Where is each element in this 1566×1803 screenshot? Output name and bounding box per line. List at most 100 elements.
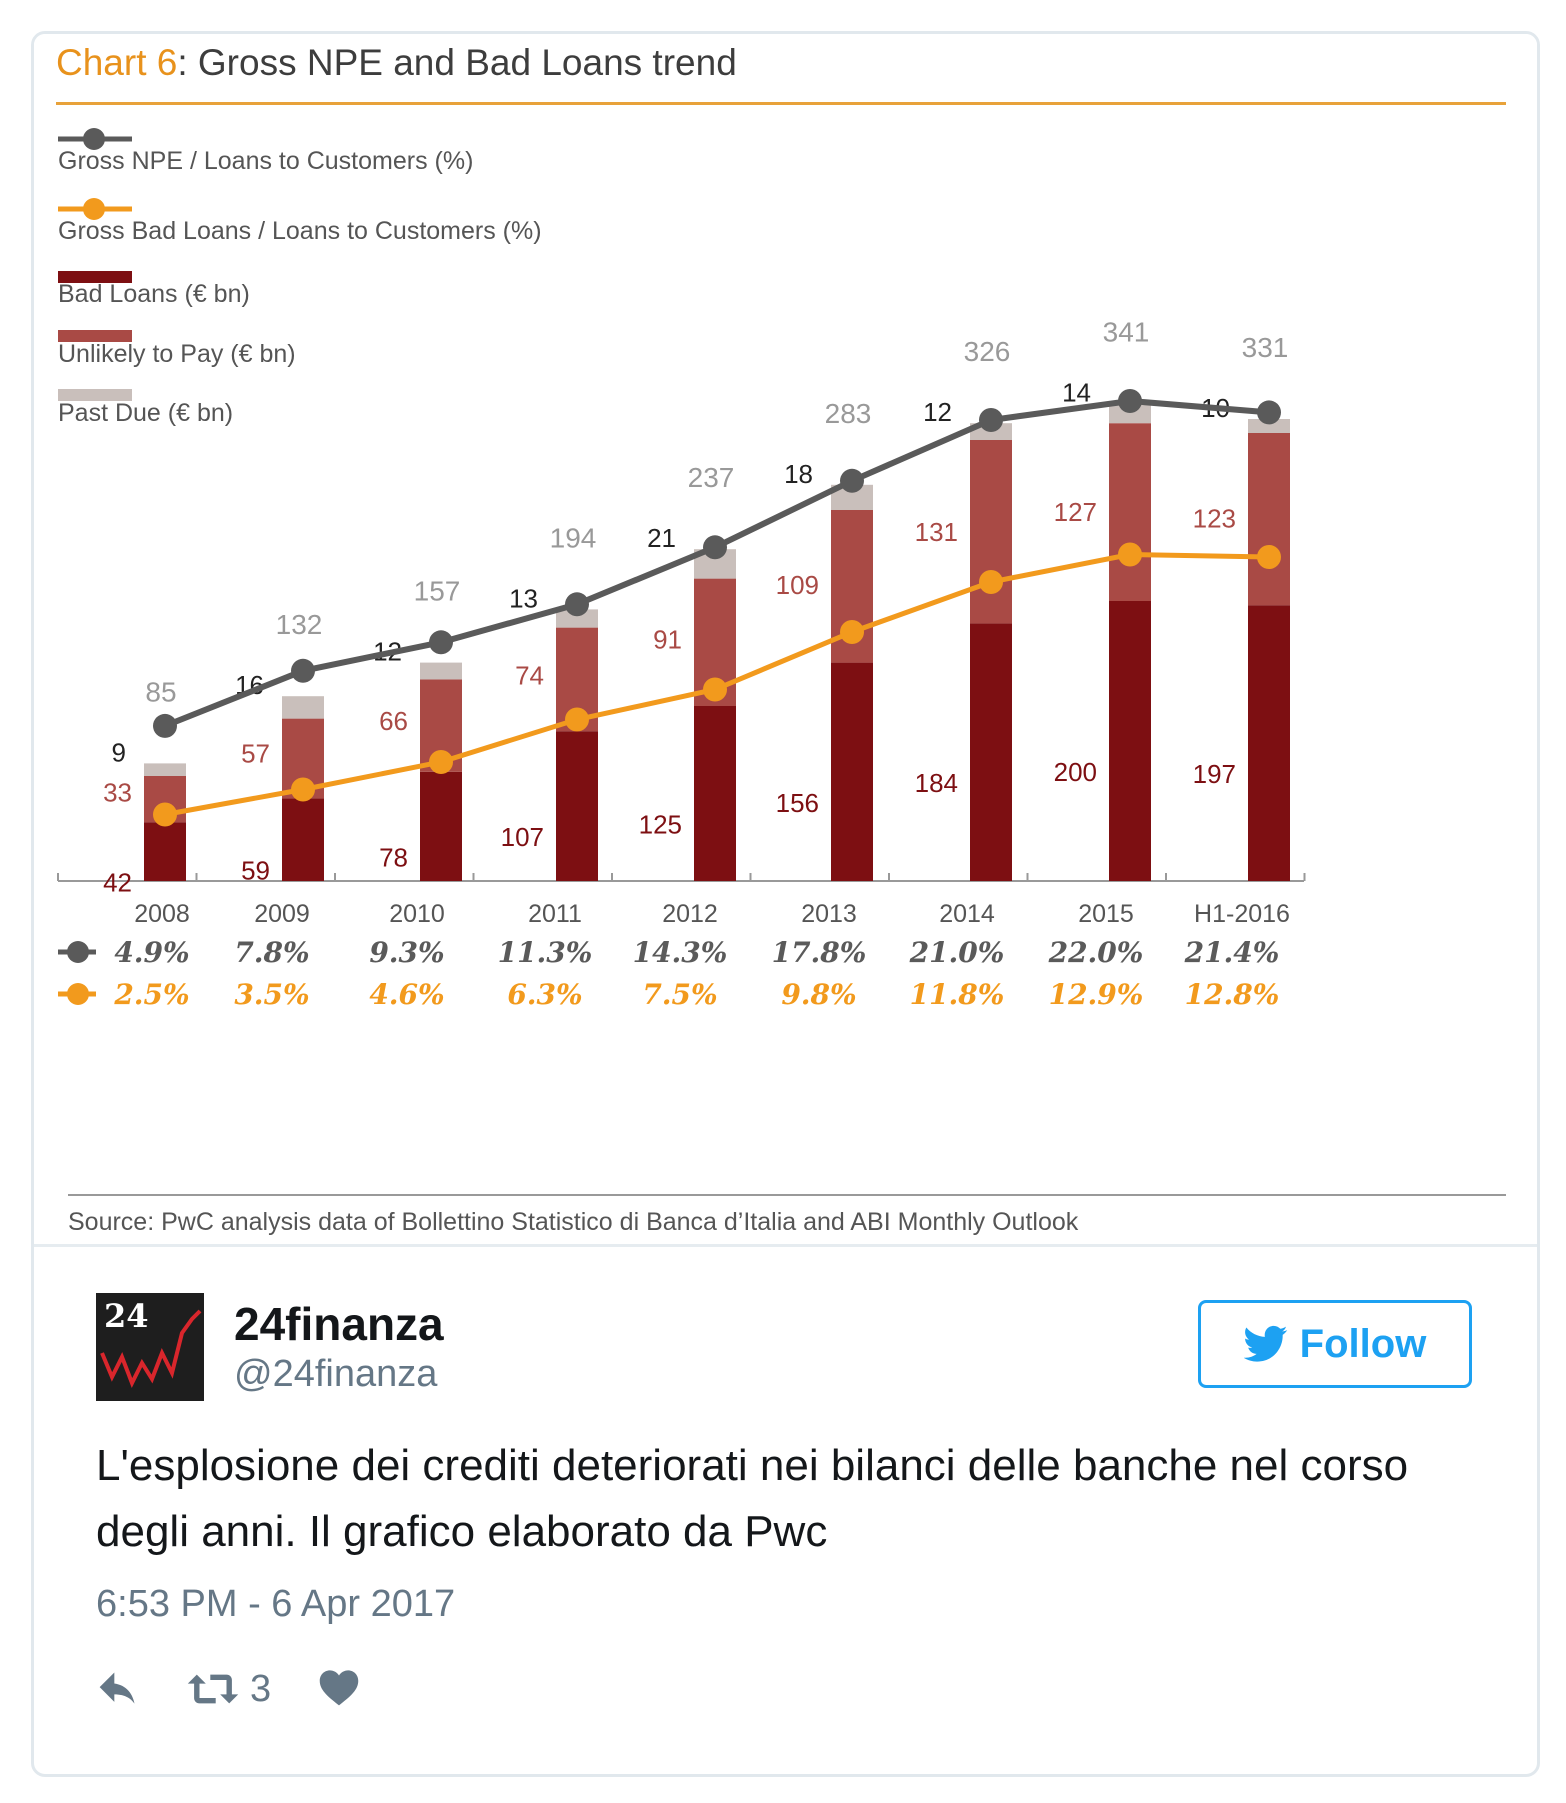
- label-total: 85: [145, 676, 176, 707]
- bar-past-due: [144, 763, 186, 776]
- bad-loans-percent-label: 2.5%: [113, 978, 189, 1011]
- bar-past-due: [282, 696, 324, 719]
- label-bad-loans: 78: [379, 842, 408, 872]
- npe-percent-label: 17.8%: [772, 936, 867, 969]
- bar-unlikely-to-pay: [1248, 433, 1290, 606]
- bad-loans-percent-label: 4.6%: [369, 978, 444, 1011]
- row-marker-bad: [67, 983, 89, 1005]
- chart-canvas: Gross NPE / Loans to Customers (%) Gross …: [57, 128, 1306, 1011]
- tweet-timestamp[interactable]: 6:53 PM - 6 Apr 2017: [96, 1583, 456, 1625]
- label-bad-loans: 197: [1193, 759, 1236, 789]
- bad-loans-percent-label: 12.8%: [1185, 978, 1280, 1011]
- x-tick-label: 2012: [662, 900, 718, 928]
- bar-bad-loans: [282, 798, 324, 881]
- reply-icon: [99, 1672, 135, 1704]
- label-total: 157: [414, 576, 461, 607]
- label-unlikely-to-pay: 57: [241, 738, 270, 768]
- legend-swatch-marker: [83, 198, 105, 220]
- legend-label: Gross Bad Loans / Loans to Customers (%): [58, 217, 542, 245]
- chart-title-prefix: Chart 6: [56, 42, 178, 83]
- x-tick-label: 2013: [801, 900, 857, 928]
- bad-loans-percent-label: 7.5%: [642, 978, 717, 1011]
- label-bad-loans: 156: [776, 788, 819, 818]
- label-total: 326: [964, 336, 1011, 367]
- bar-bad-loans: [144, 822, 186, 881]
- legend-label: Bad Loans (€ bn): [58, 280, 250, 308]
- retweet-count: 3: [250, 1667, 272, 1710]
- like-button[interactable]: [318, 1667, 360, 1707]
- bar-bad-loans: [970, 623, 1012, 881]
- avatar-logo: 24: [96, 1293, 204, 1401]
- bar-bad-loans: [420, 771, 462, 881]
- bad-loans-percent-label: 12.9%: [1049, 978, 1144, 1011]
- point-gross-npe: [153, 713, 177, 738]
- label-past-due: 14: [1062, 378, 1091, 408]
- svg-text:24: 24: [104, 1297, 149, 1335]
- point-gross-bad-loans: [565, 707, 589, 732]
- npe-percent-label: 21.0%: [909, 936, 1005, 969]
- npe-percent-label: 22.0%: [1048, 936, 1144, 969]
- display-name[interactable]: 24finanza: [234, 1298, 444, 1350]
- follow-button[interactable]: Follow: [1198, 1300, 1472, 1388]
- legend-label: Unlikely to Pay (€ bn): [58, 340, 296, 368]
- npe-percent-label: 14.3%: [633, 936, 728, 969]
- chart-title: Chart 6: Gross NPE and Bad Loans trend: [56, 42, 737, 84]
- legend-swatch-bar: [58, 389, 132, 401]
- follow-label: Follow: [1299, 1321, 1427, 1366]
- bar-past-due: [556, 609, 598, 628]
- retweet-button[interactable]: 3: [186, 1667, 271, 1711]
- reply-button[interactable]: [96, 1667, 140, 1711]
- heart-icon: [319, 1670, 359, 1706]
- bar-bad-loans: [556, 731, 598, 881]
- label-unlikely-to-pay: 109: [776, 570, 819, 600]
- chart-image[interactable]: Chart 6: Gross NPE and Bad Loans trend G…: [34, 34, 1537, 1247]
- source-rule: [68, 1194, 1506, 1196]
- legend-swatch-marker: [83, 128, 105, 150]
- label-past-due: 21: [647, 523, 676, 553]
- label-bad-loans: 42: [103, 868, 132, 898]
- label-bad-loans: 107: [501, 822, 544, 852]
- bar-past-due: [420, 662, 462, 680]
- bar-past-due: [1248, 419, 1290, 433]
- point-gross-npe: [703, 535, 727, 560]
- label-total: 283: [825, 398, 872, 429]
- row-marker-npe: [67, 941, 89, 963]
- label-total: 194: [550, 522, 597, 553]
- twitter-bird-icon: [1243, 1325, 1287, 1362]
- x-tick-label: 2015: [1078, 900, 1134, 928]
- label-unlikely-to-pay: 33: [103, 777, 132, 807]
- bad-loans-percent-label: 6.3%: [507, 978, 582, 1011]
- bad-loans-percent-label: 9.8%: [781, 978, 856, 1011]
- bar-bad-loans: [1248, 605, 1290, 881]
- bar-bad-loans: [831, 662, 873, 881]
- point-gross-npe: [979, 408, 1003, 432]
- avatar[interactable]: 24: [96, 1293, 204, 1401]
- user-handle[interactable]: @24finanza: [234, 1353, 438, 1395]
- point-gross-bad-loans: [1257, 545, 1281, 569]
- label-total: 132: [276, 609, 323, 640]
- tweet-text: L'esplosione dei crediti deteriorati nei…: [96, 1441, 1409, 1556]
- label-unlikely-to-pay: 74: [515, 661, 544, 691]
- label-total: 341: [1103, 317, 1150, 348]
- label-bad-loans: 59: [241, 856, 270, 886]
- point-gross-bad-loans: [429, 750, 453, 774]
- label-total: 237: [688, 462, 735, 493]
- legend-swatch-bar: [58, 271, 132, 283]
- point-gross-npe: [429, 630, 453, 655]
- label-unlikely-to-pay: 127: [1054, 497, 1097, 527]
- tweet-card: Chart 6: Gross NPE and Bad Loans trend G…: [31, 31, 1540, 1777]
- bad-loans-percent-label: 11.8%: [910, 978, 1005, 1011]
- bar-unlikely-to-pay: [1109, 423, 1151, 601]
- x-tick-label: 2010: [389, 900, 445, 928]
- npe-percent-label: 9.3%: [369, 936, 444, 969]
- x-tick-label: 2008: [134, 900, 190, 928]
- label-past-due: 12: [923, 397, 952, 427]
- bar-bad-loans: [1109, 601, 1151, 881]
- point-gross-npe: [840, 468, 864, 493]
- point-gross-npe: [1257, 400, 1281, 425]
- label-unlikely-to-pay: 66: [379, 706, 408, 736]
- point-gross-bad-loans: [703, 677, 727, 702]
- bad-loans-percent-label: 3.5%: [234, 978, 309, 1011]
- label-unlikely-to-pay: 123: [1193, 504, 1236, 534]
- chart-title-text: : Gross NPE and Bad Loans trend: [177, 42, 737, 83]
